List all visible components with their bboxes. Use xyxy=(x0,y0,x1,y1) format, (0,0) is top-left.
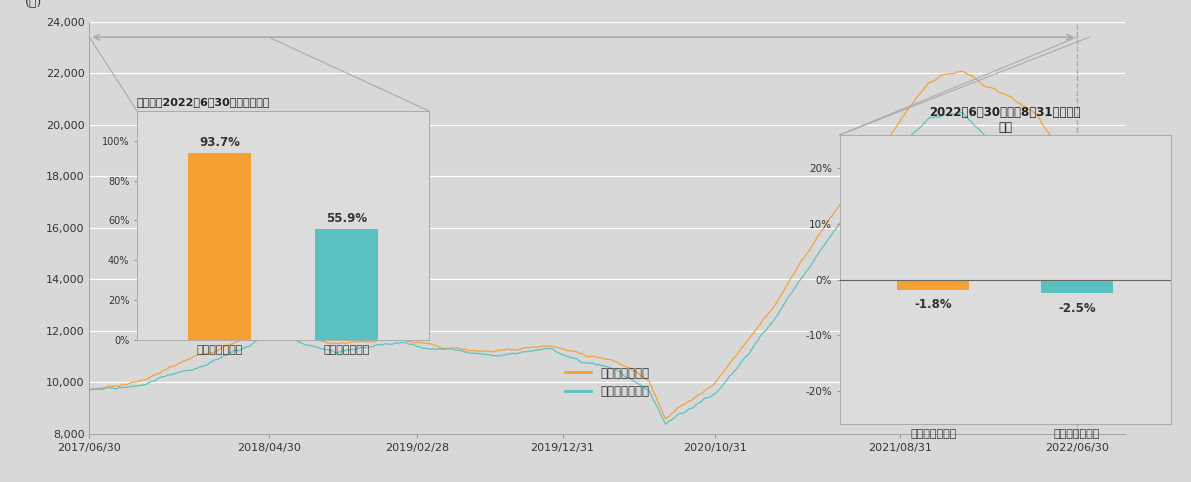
Bar xyxy=(188,153,251,340)
Text: 設定から2022年6月30日までの館率: 設定から2022年6月30日までの館率 xyxy=(137,97,270,107)
Bar xyxy=(1041,280,1114,294)
Text: -1.8%: -1.8% xyxy=(915,298,952,311)
Bar xyxy=(897,280,969,290)
Title: 2022年6月30日から8月31日までの
館率: 2022年6月30日から8月31日までの 館率 xyxy=(929,106,1081,134)
Text: 55.9%: 55.9% xyxy=(325,212,367,225)
Legend: 為替ヘッジなし, 為替ヘッジあり: 為替ヘッジなし, 為替ヘッジあり xyxy=(561,362,654,403)
Text: 93.7%: 93.7% xyxy=(199,136,239,149)
Text: -2.5%: -2.5% xyxy=(1059,302,1096,315)
Bar xyxy=(314,228,378,340)
Text: (円): (円) xyxy=(25,0,43,9)
